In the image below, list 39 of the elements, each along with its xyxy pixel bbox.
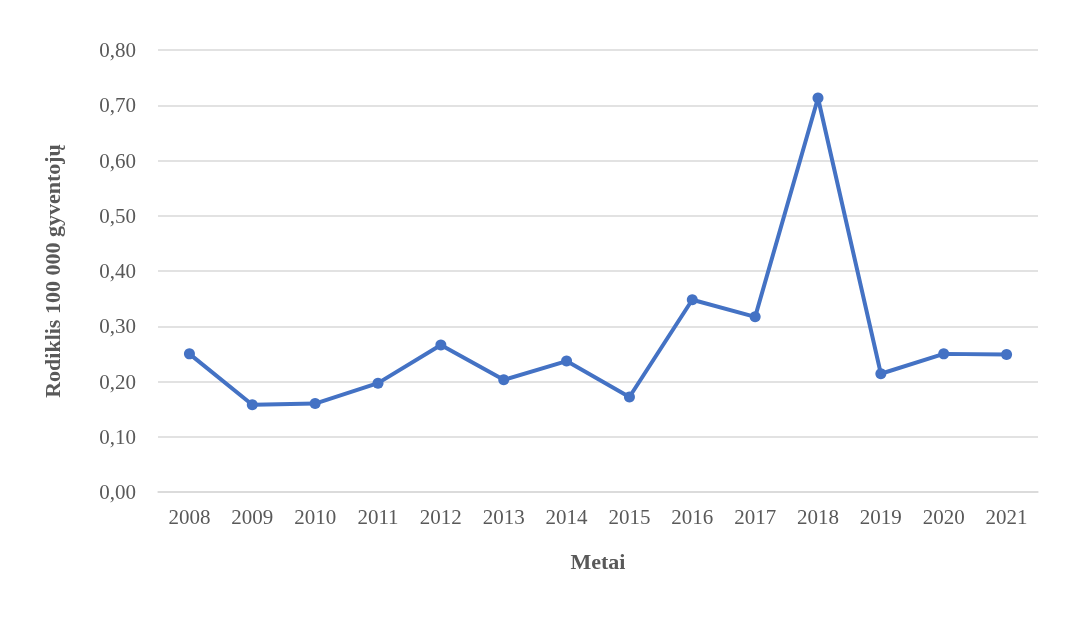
- y-axis-title: Rodiklis 100 000 gyventojų: [39, 144, 65, 398]
- x-tick-label: 2018: [797, 504, 839, 529]
- y-tick-label: 0,10: [99, 424, 136, 449]
- x-tick-label: 2008: [168, 504, 211, 529]
- point: [372, 377, 384, 389]
- point: [435, 339, 447, 351]
- point: [1001, 348, 1013, 360]
- y-tick-label: 0,60: [99, 148, 136, 173]
- y-tick-label: 0,70: [99, 93, 136, 118]
- x-tick-label: 2013: [482, 504, 525, 529]
- point: [938, 348, 950, 360]
- x-tick-label: 2009: [231, 504, 274, 529]
- x-tick-label: 2012: [419, 504, 462, 529]
- x-tick-label: 2020: [922, 504, 965, 529]
- point: [875, 368, 887, 380]
- y-tick-label: 0,50: [99, 203, 136, 228]
- point: [246, 399, 258, 411]
- x-tick-label: 2011: [357, 504, 399, 529]
- point: [686, 294, 698, 306]
- x-tick-label: 2010: [294, 504, 337, 529]
- y-tick-label: 0,40: [99, 259, 136, 283]
- y-tick-label: 0,30: [99, 314, 136, 339]
- x-tick-label: 2017: [734, 504, 777, 529]
- x-axis-title: Metai: [570, 548, 626, 574]
- point: [812, 92, 824, 104]
- y-tick-label: 0,80: [99, 38, 136, 62]
- x-tick-label: 2015: [608, 504, 651, 529]
- point: [183, 348, 195, 360]
- point: [498, 374, 510, 386]
- point: [561, 355, 573, 367]
- point: [309, 398, 321, 410]
- x-tick-label: 2014: [545, 504, 589, 529]
- point: [623, 391, 635, 403]
- x-tick-label: 2016: [671, 504, 714, 529]
- y-tick-label: 0,20: [99, 369, 136, 394]
- y-tick-label: 0,00: [99, 480, 136, 504]
- point: [749, 311, 761, 323]
- x-tick-label: 2019: [859, 504, 902, 529]
- x-tick-label: 2021: [985, 504, 1028, 529]
